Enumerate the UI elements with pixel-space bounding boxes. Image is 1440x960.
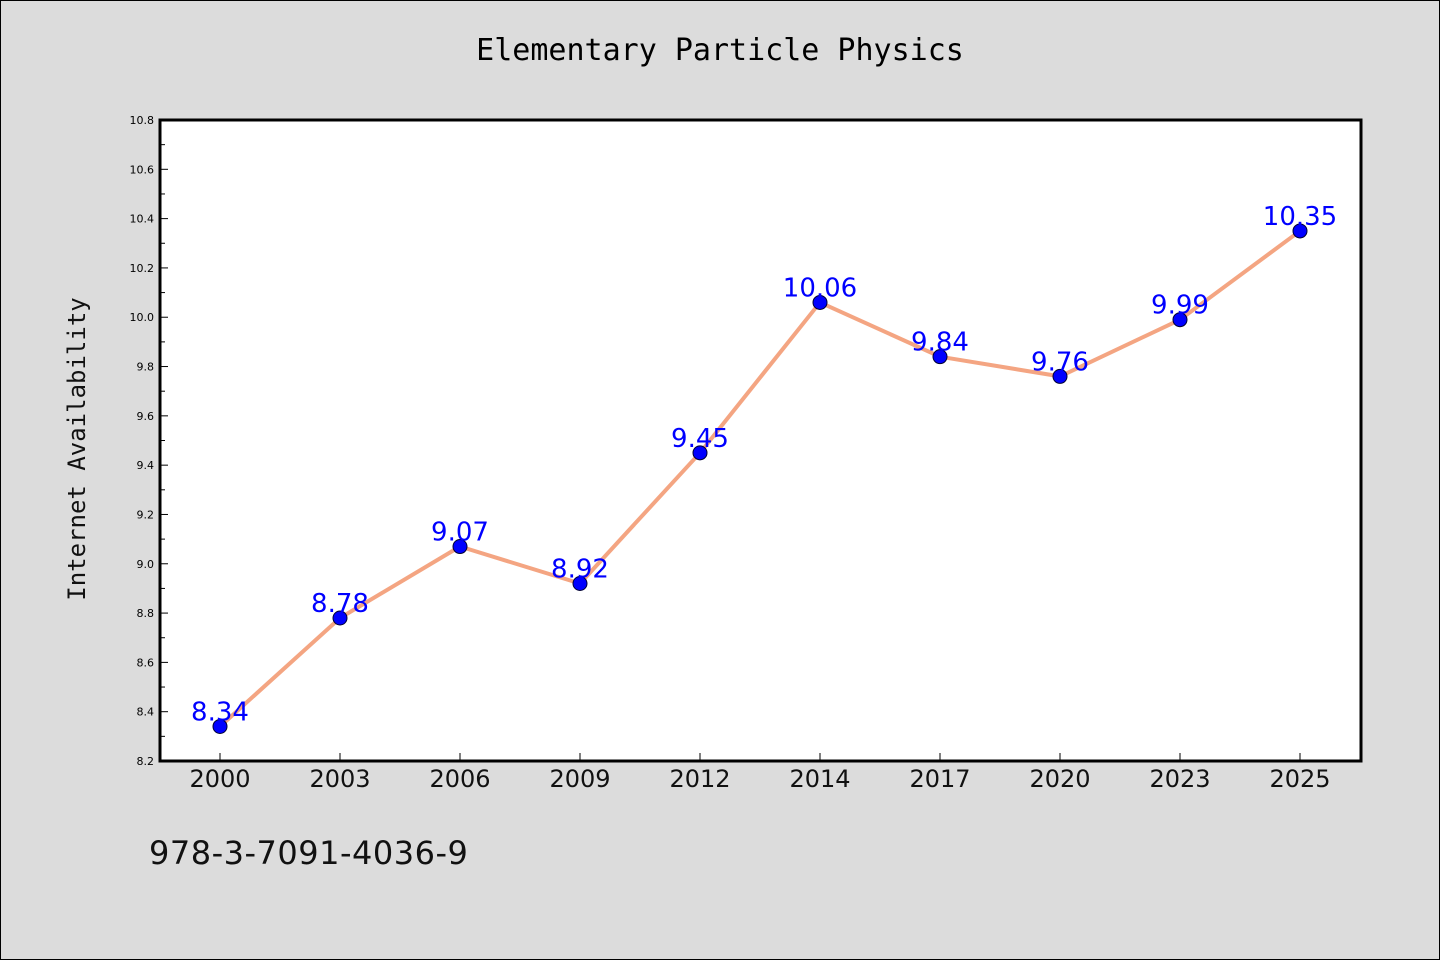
data-label: 9.07 [431,518,489,548]
x-tick-label: 2012 [669,765,730,793]
x-tick-label: 2020 [1029,765,1090,793]
y-tick-label: 10.6 [130,163,155,176]
y-tick-label: 8.2 [137,755,155,768]
x-tick-label: 2003 [309,765,370,793]
x-tick-label: 2025 [1269,765,1330,793]
data-point [812,294,828,310]
data-point [332,610,348,626]
data-point [692,445,708,461]
x-tick-label: 2000 [189,765,250,793]
y-tick-label: 9.6 [137,410,155,423]
data-point [1052,368,1068,384]
isbn-code: 978-3-7091-4036-9 [149,834,469,872]
y-tick-label: 9.2 [137,508,155,521]
y-tick-label: 9.8 [137,361,155,374]
data-label: 8.92 [551,554,609,584]
data-labels: 8.34 8.78 9.07 8.92 9.45 10.06 9.84 9.76 9.99 10.… [191,202,1337,728]
data-point [452,539,468,555]
data-point [572,575,588,591]
y-tick-label: 10.2 [130,262,155,275]
data-point [932,349,948,365]
data-point [212,718,228,734]
series-lines [218,228,1302,729]
x-tick-label: 2006 [429,765,490,793]
data-label: 10.06 [783,273,857,303]
x-tick-label: 2009 [549,765,610,793]
series-markers [212,223,1308,734]
data-label: 9.99 [1151,291,1209,321]
x-tick-label: 2014 [789,765,850,793]
data-label: 8.78 [311,589,369,619]
y-tick-label: 8.8 [137,607,155,620]
y-axis: 8.2 8.4 8.6 8.8 9.0 9.2 9.4 9.6 9.8 10.0 10.2 10.4 1… [130,114,168,768]
y-tick-label: 9.4 [137,459,155,472]
data-label: 8.34 [191,697,249,727]
data-label: 9.76 [1031,347,1089,377]
series-line [218,228,1302,729]
data-label: 9.45 [671,424,729,454]
x-tick-label: 2023 [1149,765,1210,793]
plot-area [158,118,1363,763]
y-tick-label: 8.6 [137,656,155,669]
x-axis: 2000 2003 2006 2009 2012 2014 2017 2020 2023 2025 [189,753,1331,793]
chart-title: Elementary Particle Physics [476,33,964,68]
data-label: 10.35 [1263,202,1337,232]
x-tick-label: 2017 [909,765,970,793]
y-tick-label: 9.0 [137,558,155,571]
data-point [1172,312,1188,328]
data-point [1292,223,1308,239]
y-axis-label: Internet Availability [63,297,91,600]
y-tick-label: 10.8 [130,114,155,127]
y-tick-label: 10.0 [130,311,155,324]
data-label: 9.84 [911,328,969,358]
y-tick-label: 10.4 [130,213,155,226]
y-tick-label: 8.4 [137,706,155,719]
